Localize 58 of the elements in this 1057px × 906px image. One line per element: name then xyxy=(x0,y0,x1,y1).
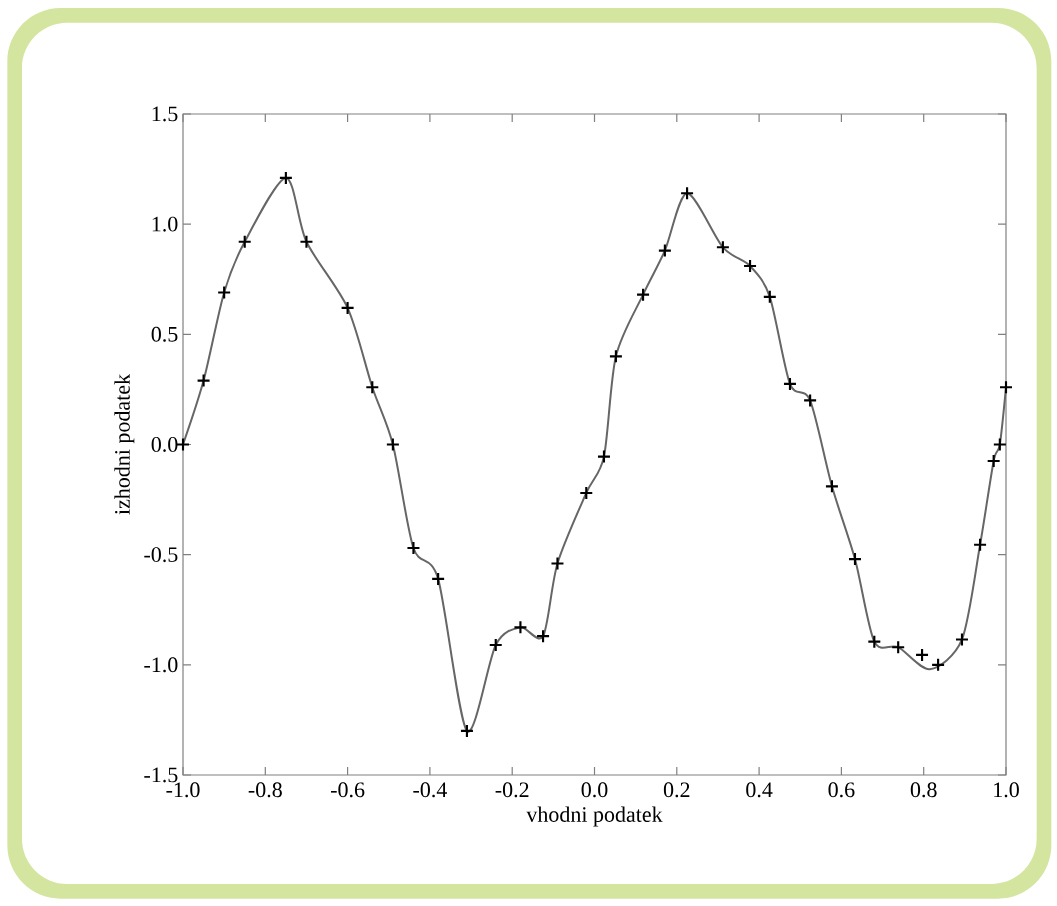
point xyxy=(513,620,528,635)
y-tick-label: -0.5 xyxy=(144,547,178,563)
point xyxy=(608,349,623,364)
y-tick-label: -1.5 xyxy=(144,767,178,783)
x-tick-label: 0.0 xyxy=(581,782,608,798)
point xyxy=(365,380,380,395)
y-tick-label: 1.0 xyxy=(152,216,178,232)
point xyxy=(867,634,882,649)
point xyxy=(803,393,818,408)
point xyxy=(824,479,840,494)
x-tick-label: 1.0 xyxy=(994,782,1019,798)
point xyxy=(596,449,612,464)
y-tick-label: -1.0 xyxy=(144,657,178,673)
x-tick-label: 0.6 xyxy=(828,782,855,798)
y-tick-label: 0.0 xyxy=(151,437,178,452)
y-tick-label: 0.5 xyxy=(151,326,178,342)
x-tick-label: 0.2 xyxy=(663,782,690,798)
point xyxy=(196,373,211,388)
point xyxy=(954,632,970,647)
line-series xyxy=(182,176,1007,732)
y-axis-title: izhodni podatek xyxy=(114,373,135,515)
x-axis-title: vhodni podatek xyxy=(526,806,663,827)
x-tick-label: 0.8 xyxy=(910,782,937,798)
point xyxy=(891,640,906,655)
point xyxy=(536,629,551,644)
point xyxy=(431,571,446,586)
point xyxy=(973,537,988,552)
point xyxy=(762,289,777,304)
point xyxy=(742,258,758,274)
point xyxy=(715,240,730,255)
point xyxy=(237,234,252,249)
x-tick-label: -0.6 xyxy=(331,782,365,798)
point xyxy=(217,285,232,300)
point xyxy=(579,485,594,501)
point xyxy=(488,637,503,653)
point xyxy=(635,287,651,302)
x-tick-label: -0.8 xyxy=(248,782,282,798)
point xyxy=(657,243,672,258)
x-tick-label: -0.4 xyxy=(413,782,447,798)
x-tick-label: -1.0 xyxy=(166,782,200,798)
point xyxy=(299,234,314,249)
point xyxy=(278,170,293,185)
point xyxy=(406,540,421,556)
point xyxy=(914,647,930,662)
x-tick-label: 0.4 xyxy=(746,782,773,798)
point xyxy=(998,380,1014,395)
point xyxy=(680,186,695,201)
point xyxy=(847,551,863,567)
point xyxy=(385,437,400,452)
x-tick-label: -0.2 xyxy=(495,782,529,798)
point xyxy=(550,556,565,571)
point xyxy=(340,300,355,315)
y-tick-label: 1.5 xyxy=(152,106,178,122)
point xyxy=(459,723,475,738)
point xyxy=(992,437,1007,452)
point xyxy=(782,376,798,391)
point xyxy=(931,657,946,672)
point xyxy=(986,453,1001,469)
